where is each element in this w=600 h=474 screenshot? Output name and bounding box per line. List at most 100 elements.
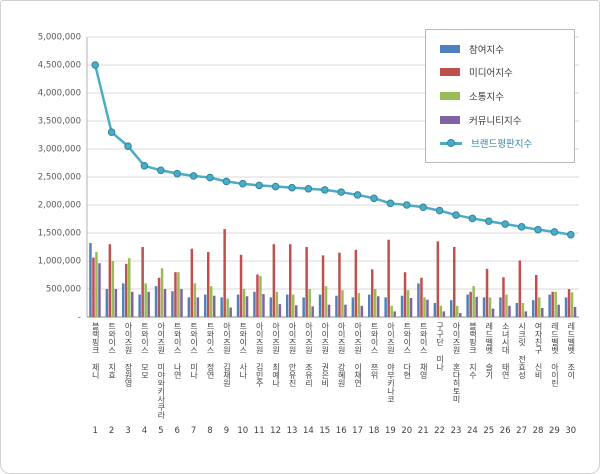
bar [450, 300, 453, 317]
bar [515, 303, 519, 317]
rank-label: 19 [385, 426, 396, 436]
rank-label: 28 [533, 426, 544, 436]
rank-label: 2 [109, 426, 114, 436]
y-tick-label: - [78, 313, 81, 323]
bar [387, 239, 390, 317]
bar [114, 289, 118, 317]
bar [442, 311, 446, 317]
line-marker [337, 188, 346, 196]
y-tick-label: 3,500,000 [38, 117, 81, 127]
bar [286, 294, 289, 317]
y-tick-label: 500,000 [46, 285, 81, 295]
bar [453, 247, 456, 317]
rank-label: 26 [500, 426, 511, 436]
rank-label: 23 [451, 426, 462, 436]
line-marker [107, 128, 116, 136]
line-marker [222, 177, 231, 186]
rank-label: 25 [483, 426, 494, 436]
bar [256, 274, 259, 317]
bar [475, 296, 478, 317]
bar [111, 261, 115, 317]
bar [491, 308, 495, 317]
bar [439, 305, 443, 317]
bar [193, 283, 197, 317]
bar [567, 289, 571, 317]
bar [262, 294, 265, 317]
legend-label: 커뮤니티지수 [469, 115, 522, 127]
bar [557, 304, 560, 317]
bar [371, 269, 374, 317]
bar [417, 283, 420, 317]
rank-label: 15 [319, 426, 330, 436]
rank-label: 12 [270, 426, 281, 436]
bar [131, 291, 134, 317]
bar [98, 263, 101, 317]
line-marker [288, 183, 296, 192]
y-tick-label: 2,500,000 [38, 173, 81, 183]
rank-label: 16 [336, 426, 347, 436]
bar [423, 297, 426, 317]
line-marker [271, 182, 280, 191]
bar [223, 229, 226, 317]
bar [456, 305, 459, 317]
bar [295, 305, 298, 317]
bar [327, 304, 331, 317]
y-tick-label: 4,000,000 [38, 89, 81, 99]
bar [393, 311, 396, 317]
line-marker [321, 186, 329, 194]
y-tick-label: 1,500,000 [38, 229, 81, 239]
bar [538, 297, 541, 317]
legend-entry-brand-reputation: 브랜드평판지수 [440, 136, 568, 150]
line-marker [124, 142, 132, 150]
line-marker [304, 184, 313, 193]
rank-label: 18 [369, 426, 380, 436]
line-marker [140, 162, 149, 170]
bar [374, 289, 377, 317]
line-marker [189, 172, 198, 180]
bar [157, 277, 161, 317]
bar [275, 291, 279, 317]
bar [226, 298, 229, 317]
y-tick-label: 1,000,000 [38, 257, 81, 267]
bar [92, 257, 95, 317]
legend-entry-community: 커뮤니티지수 [440, 113, 568, 127]
bar [518, 260, 522, 317]
bar [521, 303, 525, 317]
line-marker [517, 223, 526, 231]
bar [390, 305, 393, 317]
bar [570, 292, 574, 317]
line-marker [386, 199, 395, 208]
bar [508, 305, 511, 317]
bar [335, 295, 338, 317]
line-marker [353, 191, 362, 199]
rank-label: 13 [287, 426, 298, 436]
bar [344, 304, 347, 317]
line-marker [485, 217, 493, 226]
rank-label: 29 [549, 426, 560, 436]
legend-label: 브랜드평판지수 [471, 139, 533, 151]
bar [171, 291, 174, 317]
bar [541, 308, 544, 317]
bar [269, 297, 273, 317]
bar [403, 272, 407, 317]
media-swatch-icon [440, 68, 460, 77]
legend-entry-participation: 참여지수 [440, 42, 568, 56]
bar [289, 244, 292, 317]
line-marker [206, 173, 214, 182]
bar [190, 248, 194, 317]
rank-label: 20 [401, 426, 412, 436]
bar [564, 297, 568, 317]
rank-label: 6 [174, 426, 179, 436]
bar [499, 297, 502, 317]
line-marker [468, 214, 477, 223]
bar [351, 297, 355, 317]
bar [220, 297, 223, 317]
bar [207, 252, 210, 317]
bar [278, 304, 282, 317]
bar [469, 291, 472, 317]
legend-entry-media: 미디어지수 [440, 65, 568, 79]
legend-label: 미디어지수 [469, 68, 513, 80]
line-marker [435, 206, 444, 215]
bar [160, 268, 164, 317]
